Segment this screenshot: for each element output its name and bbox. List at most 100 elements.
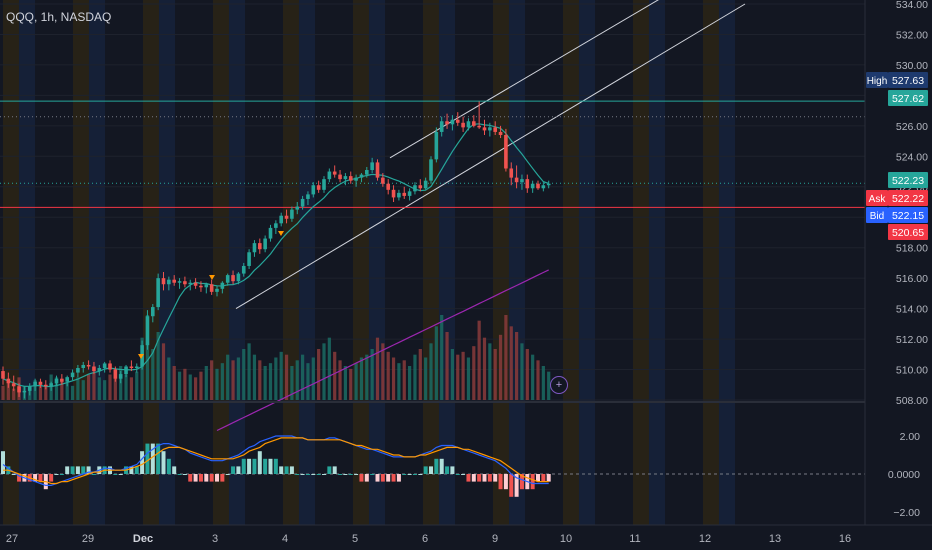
macd-histogram-bar [295, 474, 300, 475]
add-indicator-button[interactable]: + [550, 376, 568, 394]
macd-histogram-bar [439, 458, 444, 474]
price-badge-value: 522.15 [892, 210, 924, 222]
price-tick-label: 518.00 [896, 243, 928, 255]
candle-body [279, 215, 283, 224]
macd-histogram-bar [231, 466, 236, 474]
candle-body [11, 383, 16, 387]
volume-bar [92, 371, 96, 400]
macd-histogram-bar [225, 474, 230, 475]
price-badge-bg [888, 190, 928, 206]
macd-histogram-bar [273, 458, 278, 474]
candle-body [1, 371, 5, 379]
volume-bar [413, 354, 417, 400]
volume-bar [97, 377, 101, 400]
price-badge-bg [888, 224, 928, 240]
macd-histogram-bar [348, 474, 353, 475]
time-axis-label: 13 [769, 533, 781, 545]
candle-body [375, 162, 380, 178]
volume-bar [210, 360, 214, 400]
candle-body [455, 119, 460, 123]
macd-histogram-bar [81, 466, 86, 474]
macd-histogram-bar [418, 474, 423, 475]
session-band-open [19, 0, 35, 525]
volume-bar [434, 326, 438, 400]
volume-bar [81, 380, 85, 400]
macd-histogram-bar [386, 474, 391, 482]
candle-body [97, 368, 102, 372]
macd-histogram-bar [49, 474, 54, 482]
macd-histogram-bar [241, 458, 246, 474]
volume-bar [472, 346, 476, 400]
candle-body [504, 134, 508, 169]
macd-histogram-bar [252, 458, 257, 474]
macd-histogram-bar [338, 474, 343, 475]
candle-body [258, 243, 262, 250]
time-axis-label: 11 [629, 533, 640, 545]
volume-bar [188, 374, 192, 400]
candle-body [177, 281, 182, 283]
volume-bar [76, 377, 80, 400]
candle-body [113, 369, 118, 379]
signal-marker [278, 231, 284, 236]
time-axis-label: 27 [6, 533, 18, 545]
session-band-pre [493, 0, 509, 525]
candle-body [268, 227, 273, 239]
volume-bar [204, 366, 208, 400]
macd-histogram-bar [391, 474, 396, 482]
candle-body [145, 316, 150, 346]
candle-body [231, 275, 235, 282]
session-band-open [369, 0, 385, 525]
macd-histogram-bar [327, 466, 332, 474]
volume-bar [38, 383, 43, 400]
macd-histogram-bar [434, 458, 439, 474]
candle-body [215, 288, 219, 292]
time-axis-label: 3 [212, 533, 218, 545]
volume-bar [461, 351, 465, 400]
macd-histogram-bar [487, 474, 492, 482]
channel-lower-line [235, 3, 746, 310]
volume-bar [525, 349, 529, 400]
macd-histogram-bar [182, 474, 187, 475]
candle-body [466, 121, 471, 128]
session-band-open [89, 0, 105, 525]
candle-body [322, 179, 326, 190]
volume-bar [381, 343, 385, 400]
macd-histogram-bar [215, 474, 219, 482]
candle-body [252, 243, 257, 253]
candle-body [311, 185, 316, 195]
macd-histogram-bar [257, 451, 262, 474]
candle-body [81, 364, 86, 369]
volume-bar [493, 349, 497, 400]
time-axis-label: 4 [282, 533, 288, 545]
price-tick-label: 532.00 [896, 29, 928, 41]
price-tick-label: 510.00 [896, 365, 928, 377]
candle-body [151, 307, 155, 317]
candle-body [188, 282, 193, 285]
macd-tick-label: 2.00 [900, 431, 921, 443]
volume-bar [252, 354, 257, 400]
macd-histogram-bar [75, 466, 80, 474]
volume-bar [317, 349, 321, 400]
volume-bar [322, 343, 326, 400]
volume-bar [274, 357, 278, 400]
session-band-pre [213, 0, 229, 525]
session-band-open [159, 0, 175, 525]
candle-body [263, 238, 267, 250]
macd-histogram-bar [38, 474, 43, 482]
candle-body [49, 383, 53, 387]
candle-body [365, 170, 369, 175]
price-badge-value: 522.23 [892, 175, 924, 187]
candle-body [60, 378, 64, 382]
candle-body [423, 180, 428, 189]
candle-body [306, 194, 310, 199]
macd-tick-label: 0.0000 [888, 469, 920, 481]
volume-bar [54, 377, 59, 400]
volume-bar [247, 343, 251, 400]
candle-body [65, 377, 69, 382]
session-band-open [649, 0, 665, 525]
volume-bar [172, 366, 176, 400]
candle-body [316, 185, 321, 190]
macd-histogram-bar [17, 474, 22, 482]
volume-bar [301, 354, 305, 400]
